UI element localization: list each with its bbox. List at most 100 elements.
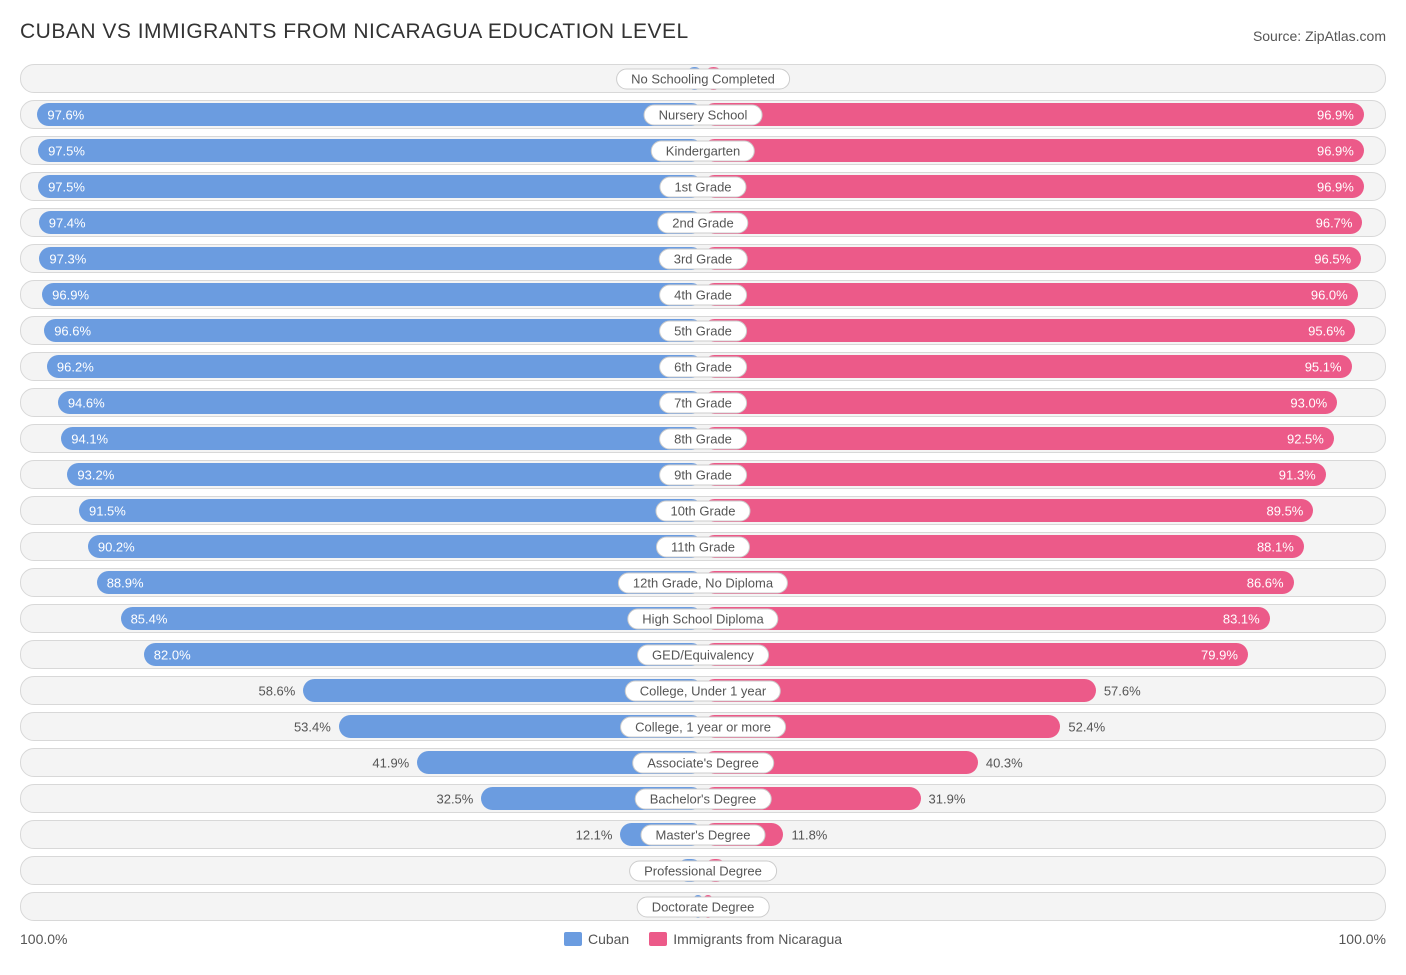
value-left: 12.1%: [576, 827, 613, 842]
chart-row: 97.5%96.9%Kindergarten: [20, 136, 1386, 165]
chart-row: 96.9%96.0%4th Grade: [20, 280, 1386, 309]
legend-swatch: [649, 932, 667, 946]
value-left: 82.0%: [154, 647, 191, 662]
bar-left: 82.0%: [144, 643, 703, 666]
bar-left: 91.5%: [79, 499, 703, 522]
value-left: 88.9%: [107, 575, 144, 590]
value-right: 57.6%: [1104, 683, 1141, 698]
category-label: 11th Grade: [656, 536, 750, 557]
bar-left: 96.6%: [44, 319, 703, 342]
value-right: 96.9%: [1317, 143, 1354, 158]
value-right: 95.6%: [1308, 323, 1345, 338]
value-right: 96.9%: [1317, 179, 1354, 194]
value-left: 96.6%: [54, 323, 91, 338]
category-label: 10th Grade: [655, 500, 750, 521]
bar-right: 95.1%: [703, 355, 1352, 378]
chart-row: 2.5%3.1%No Schooling Completed: [20, 64, 1386, 93]
chart-row: 82.0% 79.9% GED/Equivalency: [20, 640, 1386, 669]
bar-left: 97.5%: [38, 175, 703, 198]
category-label: High School Diploma: [627, 608, 778, 629]
value-left: 97.6%: [47, 107, 84, 122]
value-left: 96.2%: [57, 359, 94, 374]
category-label: 8th Grade: [659, 428, 747, 449]
value-left: 97.5%: [48, 179, 85, 194]
bar-left: 96.2%: [47, 355, 703, 378]
legend-swatch: [564, 932, 582, 946]
category-label: GED/Equivalency: [637, 644, 769, 665]
category-label: College, 1 year or more: [620, 716, 786, 737]
chart-row: 93.2%91.3%9th Grade: [20, 460, 1386, 489]
value-left: 85.4%: [131, 611, 168, 626]
category-label: Bachelor's Degree: [635, 788, 772, 809]
value-right: 95.1%: [1305, 359, 1342, 374]
chart-row: 94.6%93.0%7th Grade: [20, 388, 1386, 417]
value-left: 97.3%: [49, 251, 86, 266]
bar-right: 96.9%: [703, 175, 1364, 198]
value-left: 41.9%: [372, 755, 409, 770]
bar-right: 93.0%: [703, 391, 1337, 414]
value-right: 88.1%: [1257, 539, 1294, 554]
chart-row: 88.9% 86.6%12th Grade, No Diploma: [20, 568, 1386, 597]
value-left: 93.2%: [77, 467, 114, 482]
chart-row: 32.5% 31.9% Bachelor's Degree: [20, 784, 1386, 813]
bar-right: 86.6%: [703, 571, 1294, 594]
legend-label: Immigrants from Nicaragua: [673, 931, 842, 947]
bar-left: 93.2%: [67, 463, 703, 486]
value-right: 83.1%: [1223, 611, 1260, 626]
source-name: ZipAtlas.com: [1305, 28, 1386, 44]
bar-left: 97.6%: [37, 103, 703, 126]
value-right: 96.7%: [1316, 215, 1353, 230]
category-label: 7th Grade: [659, 392, 747, 413]
chart-row: 96.2% 95.1% 6th Grade: [20, 352, 1386, 381]
chart-row: 12.1%11.8%Master's Degree: [20, 820, 1386, 849]
value-right: 96.5%: [1314, 251, 1351, 266]
chart-row: 41.9% 40.3% Associate's Degree: [20, 748, 1386, 777]
category-label: Kindergarten: [651, 140, 755, 161]
value-left: 91.5%: [89, 503, 126, 518]
bar-right: 88.1%: [703, 535, 1304, 558]
bar-right: 91.3%: [703, 463, 1326, 486]
value-right: 52.4%: [1068, 719, 1105, 734]
value-right: 31.9%: [929, 791, 966, 806]
bar-left: 96.9%: [42, 283, 703, 306]
diverging-bar-chart: 2.5%3.1%No Schooling Completed 97.6% 96.9%…: [20, 64, 1386, 921]
bar-right: 96.9%: [703, 103, 1364, 126]
value-right: 96.0%: [1311, 287, 1348, 302]
bar-right: 92.5%: [703, 427, 1334, 450]
category-label: Professional Degree: [629, 860, 777, 881]
chart-title: CUBAN VS IMMIGRANTS FROM NICARAGUA EDUCA…: [20, 20, 689, 44]
category-label: 2nd Grade: [657, 212, 748, 233]
axis-max-left: 100.0%: [20, 931, 67, 947]
bar-left: 85.4%: [121, 607, 703, 630]
value-left: 32.5%: [436, 791, 473, 806]
value-right: 11.8%: [791, 827, 827, 842]
legend-label: Cuban: [588, 931, 629, 947]
category-label: 1st Grade: [659, 176, 746, 197]
value-right: 40.3%: [986, 755, 1023, 770]
category-label: College, Under 1 year: [625, 680, 781, 701]
value-left: 94.1%: [71, 431, 108, 446]
category-label: 12th Grade, No Diploma: [618, 572, 788, 593]
bar-right: 96.0%: [703, 283, 1358, 306]
category-label: Associate's Degree: [632, 752, 774, 773]
chart-row: 91.5% 89.5% 10th Grade: [20, 496, 1386, 525]
value-right: 92.5%: [1287, 431, 1324, 446]
bar-left: 88.9%: [97, 571, 703, 594]
chart-row: 97.3% 96.5% 3rd Grade: [20, 244, 1386, 273]
bar-left: 97.4%: [39, 211, 703, 234]
value-right: 79.9%: [1201, 647, 1238, 662]
category-label: 6th Grade: [659, 356, 747, 377]
chart-row: 85.4% 83.1% High School Diploma: [20, 604, 1386, 633]
value-left: 53.4%: [294, 719, 331, 734]
chart-row: 90.2%88.1%11th Grade: [20, 532, 1386, 561]
category-label: 3rd Grade: [659, 248, 748, 269]
bar-right: 96.9%: [703, 139, 1364, 162]
source-prefix: Source:: [1253, 28, 1305, 44]
axis-max-right: 100.0%: [1339, 931, 1386, 947]
bar-right: 83.1%: [703, 607, 1270, 630]
chart-row: 53.4% 52.4% College, 1 year or more: [20, 712, 1386, 741]
bar-right: 96.7%: [703, 211, 1362, 234]
value-right: 89.5%: [1267, 503, 1304, 518]
chart-row: 94.1% 92.5% 8th Grade: [20, 424, 1386, 453]
chart-row: 97.6%96.9%Nursery School: [20, 100, 1386, 129]
